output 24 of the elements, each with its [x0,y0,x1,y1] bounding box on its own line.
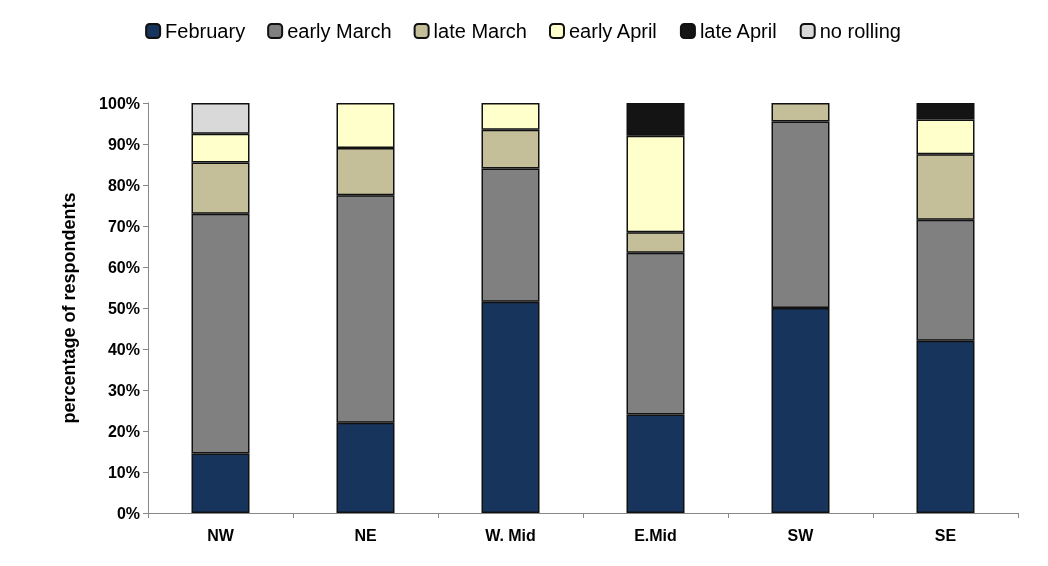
legend-label: no rolling [819,20,901,42]
y-tick-label: 90% [107,135,140,153]
y-tick-label: 80% [107,176,140,194]
x-tick-label: W. Mid [485,526,536,544]
legend-label: late April [699,20,777,42]
legend-label: early April [568,20,657,42]
x-tick-label: SW [787,526,815,544]
y-tick-label: 0% [116,504,140,522]
x-tick-label: NE [354,526,377,544]
y-tick-label: 30% [107,381,140,399]
x-tick-label: E.Mid [634,526,677,544]
y-tick-label: 40% [107,340,140,358]
y-tick-label: 70% [107,217,140,235]
legend-label: late March [433,20,527,42]
y-tick-label: 10% [107,463,140,481]
y-tick-label: 100% [99,94,140,112]
legend-label: February [165,20,246,42]
legend-label: early March [287,20,392,42]
y-axis-title: percentage of respondents [59,192,79,424]
x-tick-label: NW [207,526,235,544]
y-tick-label: 60% [107,258,140,276]
y-tick-label: 20% [107,422,140,440]
x-tick-label: SE [934,526,957,544]
y-tick-label: 50% [107,299,140,317]
